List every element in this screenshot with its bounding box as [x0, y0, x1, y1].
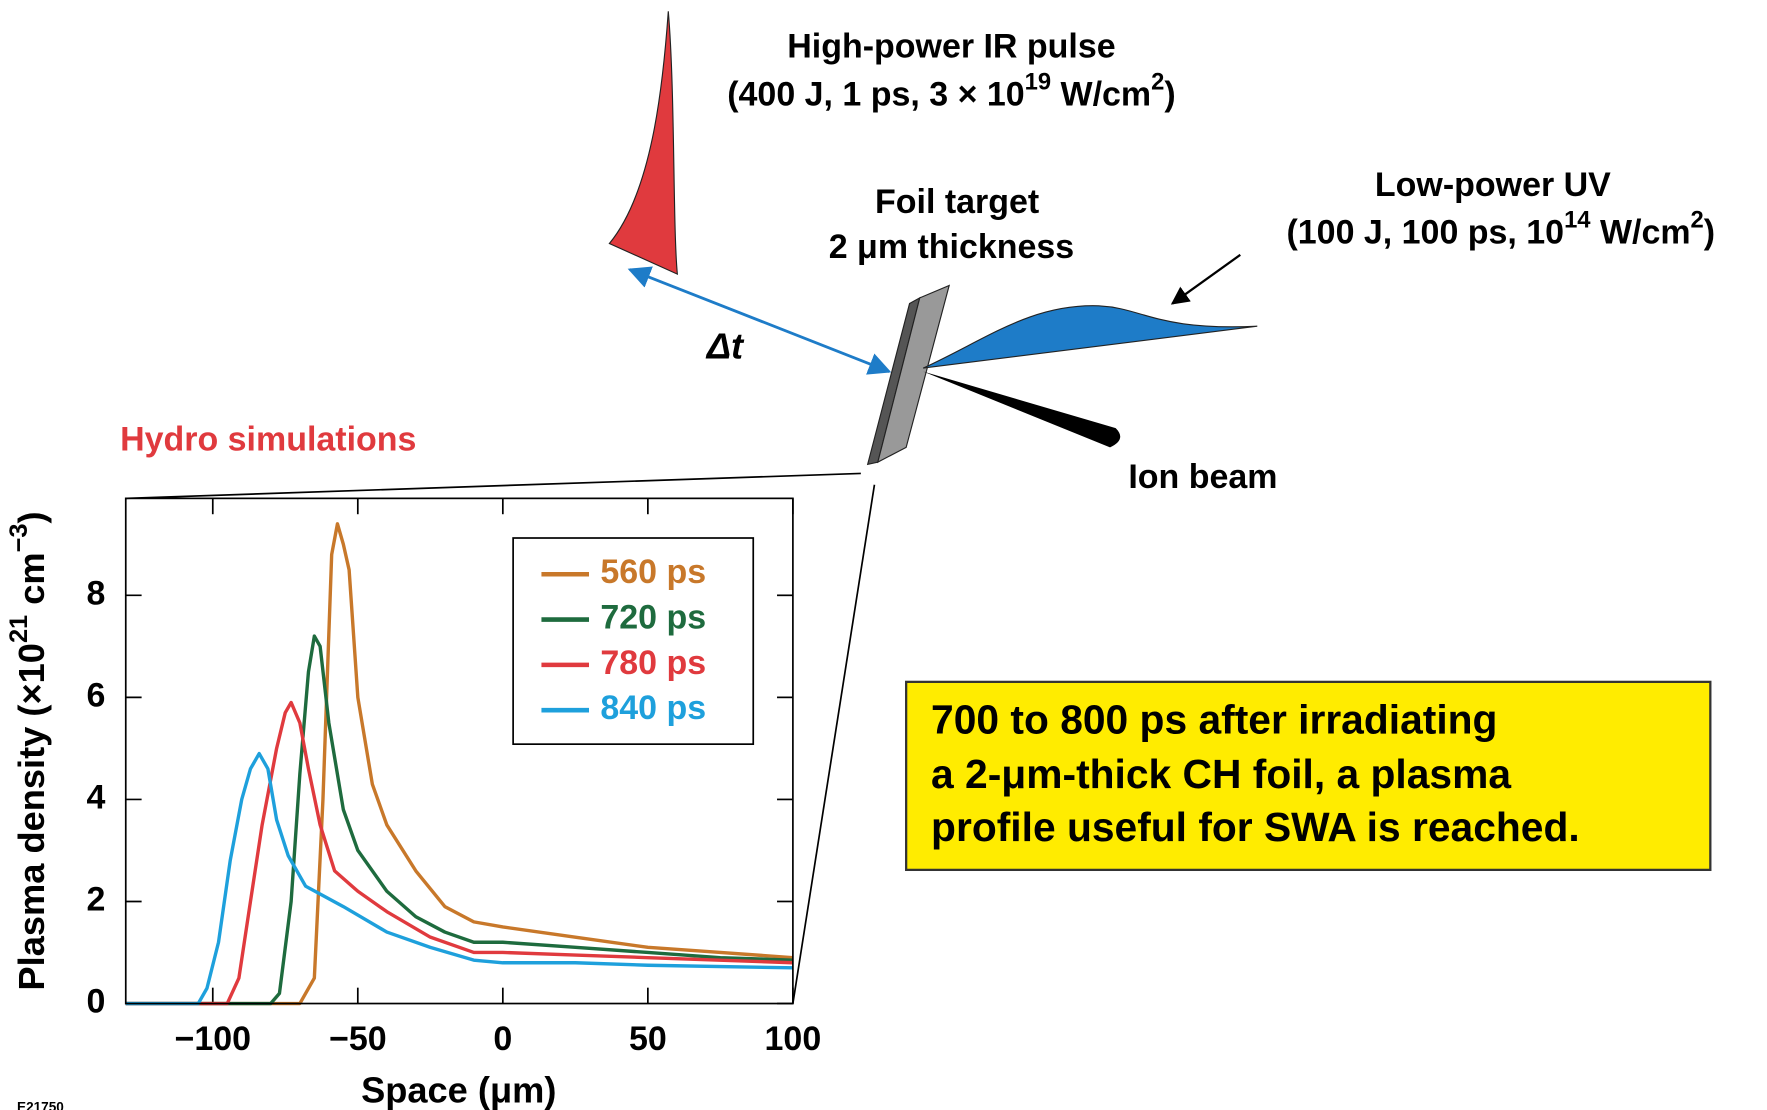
legend-label: 720 ps [600, 599, 706, 637]
plot: −100 −50 0 50 100 0 2 4 6 8 560 ps 720 ps 780 ps 840 … [86, 497, 822, 1058]
foil-label: Foil target [875, 183, 1039, 221]
delay-label: Δt [705, 325, 745, 366]
x-axis-label: Space (μm) [361, 1070, 556, 1110]
y-tick-label: 4 [86, 778, 105, 816]
note-box [905, 680, 1712, 872]
note-line: profile useful for SWA is reached. [931, 804, 1580, 850]
legend-label: 780 ps [600, 644, 706, 682]
text-part: W/cm [1591, 213, 1691, 251]
text-part: ) [1704, 213, 1715, 251]
delay-arrow [627, 266, 892, 375]
ir-pulse [608, 11, 679, 276]
uv-title: Low-power UV [1375, 166, 1611, 204]
uv-pulse [922, 305, 1258, 369]
text-part: 2 [1151, 68, 1164, 95]
ion-beam-label: Ion beam [1128, 458, 1277, 496]
foil-face [876, 284, 951, 464]
section-label: Hydro simulations [120, 421, 416, 459]
series-line [125, 751, 793, 1006]
zoom-line [125, 472, 861, 500]
foil-label: 2 μm thickness [829, 228, 1074, 266]
text-part: 2 [1691, 206, 1704, 233]
series-line [125, 700, 793, 1006]
figure-id: E21750 [17, 1099, 64, 1110]
plot-frame [124, 497, 794, 1005]
y-tick-label: 8 [86, 574, 105, 612]
text-part: cm [11, 552, 52, 614]
text-part: 19 [1025, 68, 1051, 95]
text-part: 14 [1564, 206, 1591, 233]
uv-spec: (100 J, 100 ps, 1014 W/cm2) [1286, 206, 1715, 251]
x-tick-label: −50 [329, 1020, 387, 1058]
text-part: −3 [5, 523, 33, 552]
legend-label: 840 ps [600, 689, 706, 727]
zoom-line [792, 484, 876, 1004]
ion-beam [923, 371, 1121, 448]
y-axis-label: Plasma density (×1021 cm−3) [5, 511, 52, 990]
x-tick-label: 0 [493, 1020, 512, 1058]
text-part: W/cm [1051, 75, 1151, 113]
note-line: 700 to 800 ps after irradiating [931, 696, 1497, 742]
legend-label: 560 ps [600, 553, 706, 591]
series-line [125, 634, 793, 1006]
x-tick-label: −100 [175, 1020, 252, 1058]
x-tick-label: 100 [765, 1020, 822, 1058]
text-part: (100 J, 100 ps, 10 [1286, 213, 1564, 251]
text-part: Plasma density (×10 [11, 643, 52, 990]
ir-title: High-power IR pulse [787, 28, 1115, 66]
text-part: ) [11, 511, 52, 523]
note-line: a 2-μm-thick CH foil, a plasma [931, 751, 1511, 797]
series-line [125, 522, 794, 1006]
y-tick-label: 6 [86, 676, 105, 714]
y-tick-label: 2 [86, 880, 105, 918]
text-part: ) [1164, 75, 1175, 113]
ir-spec: (400 J, 1 ps, 3 × 1019 W/cm2) [727, 68, 1175, 113]
x-tick-label: 50 [629, 1020, 667, 1058]
text-part: 21 [5, 615, 33, 643]
uv-arrow [1170, 253, 1241, 305]
y-tick-label: 0 [86, 982, 105, 1020]
text-part: (400 J, 1 ps, 3 × 10 [727, 75, 1024, 113]
